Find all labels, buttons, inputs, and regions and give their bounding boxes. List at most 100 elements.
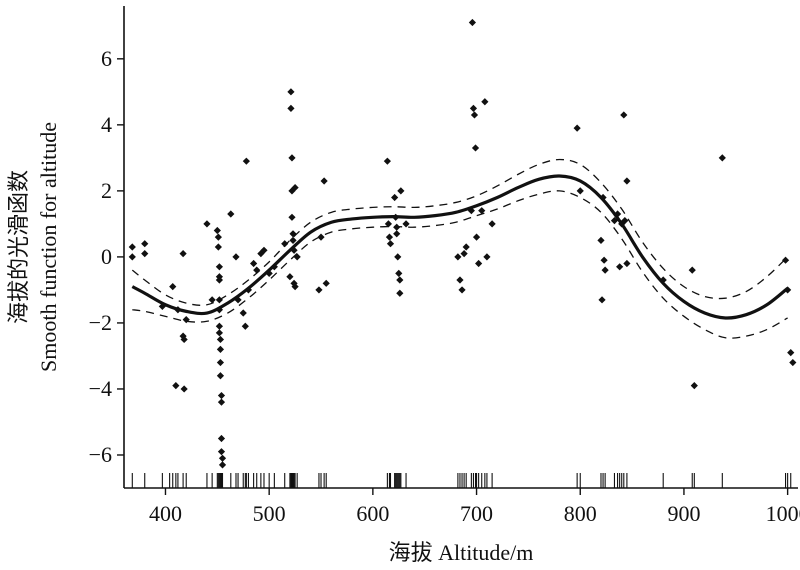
- data-point: [471, 144, 480, 152]
- data-point: [293, 253, 301, 261]
- smooth-line: [131, 174, 789, 320]
- x-tick-label: 600: [356, 501, 389, 526]
- x-tick-label: 1000: [766, 501, 800, 526]
- data-point: [396, 276, 404, 284]
- y-tick-label: 2: [101, 178, 112, 203]
- data-point: [397, 187, 405, 195]
- data-point: [215, 263, 223, 271]
- data-point: [468, 18, 477, 27]
- data-point: [598, 296, 606, 304]
- data-point: [141, 240, 149, 248]
- data-point: [179, 250, 187, 258]
- data-point: [250, 259, 258, 268]
- x-tick-label: 400: [149, 501, 182, 526]
- data-point: [483, 253, 491, 261]
- data-point: [383, 157, 391, 165]
- data-point: [315, 286, 323, 294]
- data-point: [215, 276, 223, 284]
- data-point: [462, 243, 470, 251]
- data-point: [317, 233, 325, 241]
- data-point: [291, 183, 299, 192]
- x-tick-label: 700: [460, 501, 493, 526]
- ci-lower-line: [132, 190, 788, 339]
- data-point: [386, 240, 395, 248]
- data-point: [217, 391, 226, 400]
- data-point: [287, 104, 295, 112]
- data-point: [260, 246, 268, 254]
- data-point: [288, 213, 296, 221]
- data-point: [239, 309, 247, 317]
- data-point: [290, 246, 298, 254]
- data-point: [623, 259, 631, 268]
- x-tick-label: 500: [253, 501, 286, 526]
- data-point: [454, 253, 462, 261]
- ci-upper-line: [131, 158, 789, 306]
- data-point: [141, 250, 149, 258]
- data-point: [620, 111, 628, 119]
- y-tick-label: 0: [101, 244, 112, 269]
- y-axis-title-cn: 海拔的光滑函数: [6, 170, 31, 324]
- data-point: [467, 207, 475, 215]
- data-point: [488, 220, 496, 228]
- data-point: [218, 461, 227, 469]
- data-point: [253, 266, 261, 274]
- y-ticks: −6 −4 −2 0 2 4 6: [89, 46, 124, 467]
- data-point: [781, 256, 790, 264]
- y-tick-label: 6: [101, 46, 112, 71]
- data-point: [472, 233, 481, 241]
- x-ticks: 400 500 600 700 800 900 1000: [149, 488, 800, 526]
- data-point: [395, 269, 403, 278]
- data-point: [215, 329, 223, 337]
- data-point: [289, 230, 297, 238]
- data-point: [601, 266, 609, 274]
- data-point: [690, 382, 698, 390]
- data-point: [576, 187, 584, 195]
- data-point: [573, 124, 581, 132]
- data-point: [232, 253, 240, 261]
- x-tick-label: 800: [564, 501, 597, 526]
- data-point: [600, 256, 608, 264]
- data-point: [478, 207, 486, 215]
- data-point: [384, 220, 393, 228]
- data-point: [128, 253, 136, 261]
- data-point: [288, 154, 296, 162]
- data-point: [789, 358, 797, 367]
- data-point: [214, 233, 222, 241]
- axes: [123, 6, 798, 489]
- data-point: [787, 349, 795, 357]
- data-point: [475, 259, 483, 268]
- data-point: [470, 111, 479, 119]
- data-point: [688, 266, 696, 274]
- data-point: [281, 240, 289, 248]
- data-point: [385, 233, 394, 241]
- x-axis-title: 海拔 Altitude/m: [389, 540, 534, 565]
- data-point: [469, 104, 478, 112]
- data-point: [215, 322, 223, 330]
- data-point: [718, 154, 726, 162]
- data-point: [203, 220, 211, 228]
- data-point: [217, 434, 226, 443]
- data-point: [169, 283, 177, 291]
- data-point: [393, 230, 401, 238]
- data-point: [218, 454, 227, 462]
- data-point: [456, 276, 464, 284]
- data-point: [208, 296, 216, 304]
- data-point: [182, 316, 190, 324]
- data-point: [227, 210, 235, 218]
- data-point: [213, 226, 221, 235]
- data-point: [458, 286, 466, 294]
- data-point: [320, 177, 328, 185]
- data-point: [289, 236, 297, 244]
- data-point: [216, 358, 225, 367]
- y-tick-label: −6: [89, 442, 112, 467]
- y-tick-label: −2: [89, 310, 112, 335]
- x-tick-label: 900: [667, 501, 700, 526]
- y-tick-label: −4: [89, 376, 112, 401]
- data-point: [481, 98, 489, 106]
- data-point: [659, 276, 667, 284]
- data-point: [234, 296, 242, 304]
- data-point: [217, 448, 226, 456]
- data-point: [172, 382, 180, 390]
- data-point: [597, 236, 605, 244]
- data-point: [216, 345, 225, 353]
